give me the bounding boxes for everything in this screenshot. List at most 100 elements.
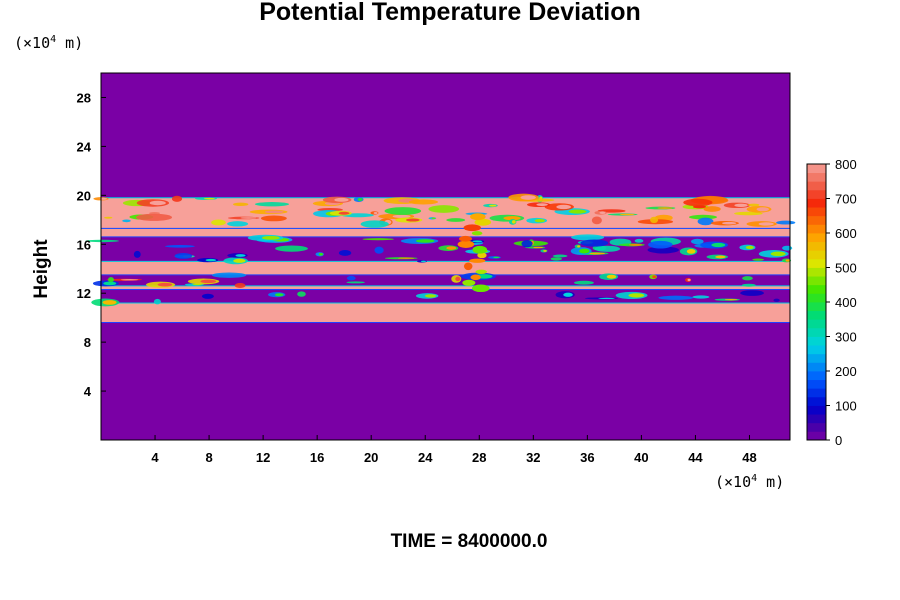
- colorbar-swatch: [807, 345, 826, 355]
- colorbar-swatch: [807, 258, 826, 268]
- structure-core: [785, 259, 791, 262]
- y-tick-label: 4: [84, 384, 92, 399]
- structure-blob: [741, 283, 756, 287]
- structure-blob: [254, 202, 290, 207]
- x-tick-label: 16: [310, 450, 324, 465]
- colorbar-tick-label: 200: [835, 364, 857, 379]
- data-band: [101, 302, 790, 323]
- colorbar-swatch: [807, 198, 826, 208]
- structure-core: [577, 245, 581, 248]
- colorbar-swatch: [807, 172, 826, 182]
- structure-blob: [683, 198, 713, 207]
- structure-core: [397, 257, 415, 259]
- structure-blob: [408, 199, 439, 205]
- structure-core: [424, 294, 437, 298]
- structure-blob: [690, 238, 704, 245]
- structure-core: [406, 218, 420, 222]
- plume-blob: [459, 235, 473, 242]
- structure-blob: [234, 282, 246, 289]
- structure-core: [373, 211, 378, 214]
- structure-core: [240, 217, 257, 219]
- colorbar-swatch: [807, 422, 826, 432]
- chart-title: Potential Temperature Deviation: [259, 0, 641, 26]
- y-tick-label: 20: [77, 188, 91, 203]
- structure-blob: [211, 219, 226, 226]
- structure-blob: [550, 257, 563, 261]
- colorbar-swatch: [807, 362, 826, 372]
- colorbar-swatch: [807, 431, 826, 441]
- structure-core: [715, 255, 726, 259]
- colorbar-swatch: [807, 207, 826, 217]
- colorbar-tick-label: 0: [835, 433, 842, 448]
- colorbar-swatch: [807, 336, 826, 346]
- structure-blob: [752, 258, 765, 261]
- structure-core: [357, 198, 363, 202]
- colorbar-tick-label: 500: [835, 261, 857, 276]
- structure-core: [652, 275, 657, 279]
- structure-blob: [133, 250, 141, 258]
- structure-blob: [521, 240, 533, 248]
- structure-core: [687, 278, 691, 282]
- structure-blob: [360, 220, 389, 228]
- y-tick-label: 16: [77, 237, 91, 252]
- structure-core: [446, 246, 457, 250]
- structure-core: [489, 204, 497, 207]
- structure-blob: [233, 202, 249, 207]
- structure-blob: [346, 281, 365, 284]
- structure-core: [102, 300, 117, 305]
- structure-blob: [573, 280, 594, 285]
- structure-core: [511, 220, 516, 224]
- structure-core: [543, 250, 547, 252]
- colorbar-swatch: [807, 396, 826, 406]
- plume-blob: [474, 218, 492, 226]
- y-tick-label: 24: [77, 139, 92, 154]
- structure-core: [599, 211, 606, 214]
- colorbar-swatch: [807, 371, 826, 381]
- structure-core: [205, 258, 217, 262]
- structure-core: [455, 276, 461, 282]
- colorbar-swatch: [807, 267, 826, 277]
- x-tick-label: 44: [688, 450, 703, 465]
- structure-core: [606, 274, 617, 279]
- structure-core: [149, 200, 166, 206]
- colorbar-swatch: [807, 310, 826, 320]
- structure-core: [686, 249, 696, 254]
- colorbar-swatch: [807, 164, 826, 174]
- structure-core: [657, 207, 673, 209]
- colorbar-swatch: [807, 319, 826, 329]
- structure-core: [120, 279, 139, 281]
- plume-blob: [472, 284, 490, 293]
- data-bands: [101, 197, 790, 324]
- structure-core: [192, 283, 202, 286]
- structure-core: [770, 251, 786, 257]
- structure-core: [533, 246, 544, 249]
- structure-blob: [122, 219, 131, 223]
- plume-blob: [463, 262, 473, 271]
- colorbar-swatch: [807, 233, 826, 243]
- structure-core: [536, 203, 548, 207]
- structure-core: [415, 239, 435, 243]
- structure-blob: [135, 213, 173, 221]
- colorbar-swatch: [807, 189, 826, 199]
- y-tick-label: 8: [84, 335, 91, 350]
- structure-blob: [747, 203, 760, 207]
- colorbar-tick-label: 100: [835, 399, 857, 414]
- structure-blob: [260, 215, 287, 222]
- time-label: TIME = 8400000.0: [390, 531, 548, 552]
- colorbar: 0 100 200 300 400 500 600 700 800: [806, 157, 857, 448]
- structure-core: [722, 221, 737, 225]
- structure-blob: [647, 246, 679, 254]
- plume-blob: [475, 269, 487, 275]
- structure-core: [534, 218, 545, 223]
- structure-blob: [346, 275, 356, 281]
- colorbar-tick-label: 600: [835, 226, 857, 241]
- plume-blob: [477, 252, 487, 259]
- structure-blob: [362, 238, 394, 241]
- structure-core: [579, 248, 590, 254]
- structure-blob: [591, 216, 602, 225]
- structure-core: [563, 292, 573, 297]
- structure-core: [318, 253, 324, 256]
- colorbar-swatch: [807, 405, 826, 415]
- x-tick-label: 4: [151, 450, 159, 465]
- colorbar-swatch: [807, 327, 826, 337]
